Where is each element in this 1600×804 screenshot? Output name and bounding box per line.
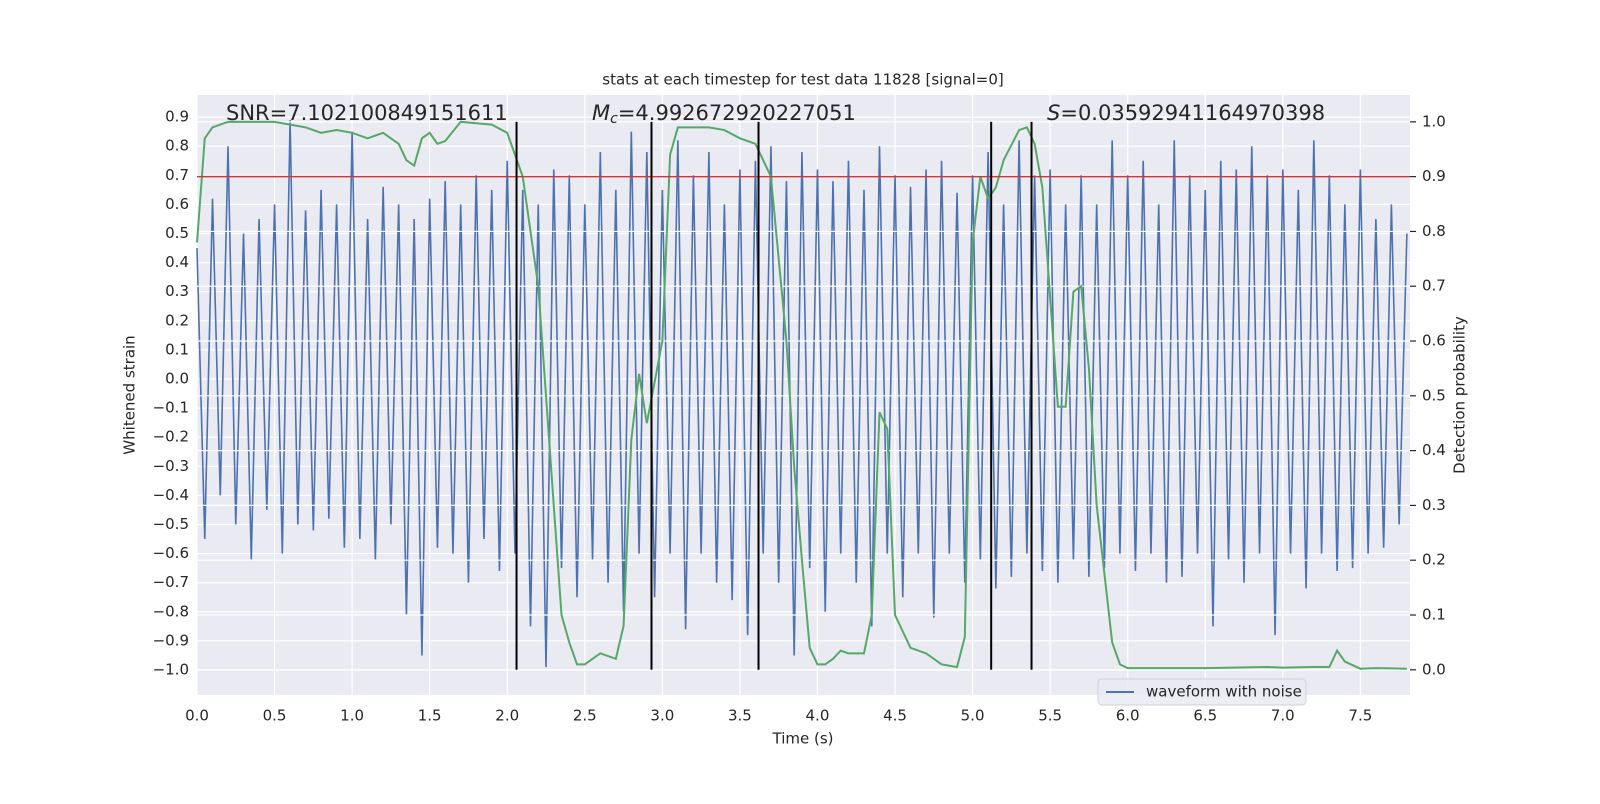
x-tick-label: 3.0 bbox=[650, 707, 674, 725]
y-tick-label: −0.1 bbox=[153, 399, 189, 417]
y-tick-label: −0.8 bbox=[153, 602, 189, 620]
annotation-subscript: c bbox=[610, 111, 618, 127]
y2-tick-label: 0.5 bbox=[1422, 386, 1446, 404]
y-tick-label: 0.6 bbox=[165, 195, 189, 213]
y2-axis-label: Detection probability bbox=[1451, 316, 1469, 474]
y2-tick-label: 1.0 bbox=[1422, 112, 1446, 130]
series-line bbox=[196, 120, 1407, 670]
y-tick-label: −1.0 bbox=[153, 660, 189, 678]
y-tick-label: −0.5 bbox=[153, 515, 189, 533]
y2-tick-label: 0.6 bbox=[1422, 332, 1446, 350]
overlay: SNR=7.102100849151611 Mc=4.99267292022705… bbox=[196, 101, 1410, 670]
y2-tick-label: 0.7 bbox=[1422, 277, 1446, 295]
y-tick-label: −0.2 bbox=[153, 428, 189, 446]
y-tick-label: 0.4 bbox=[165, 253, 189, 271]
y-tick-label: 0.7 bbox=[165, 166, 189, 184]
x-tick-label: 2.0 bbox=[495, 707, 519, 725]
x-tick-label: 5.5 bbox=[1038, 707, 1062, 725]
x-tick-label: 1.0 bbox=[340, 707, 364, 725]
legend: waveform with noise bbox=[1097, 678, 1307, 706]
x-tick-label: 6.5 bbox=[1193, 707, 1217, 725]
annotation-symbol: S bbox=[1047, 101, 1060, 125]
y-tick-label: 0.2 bbox=[165, 311, 189, 329]
annotation: Mc=4.992672920227051 bbox=[592, 101, 856, 127]
x-axis-label: Time (s) bbox=[772, 730, 834, 748]
x-tick-label: 5.0 bbox=[961, 707, 985, 725]
x-tick-label: 6.0 bbox=[1116, 707, 1140, 725]
y2-tick-label: 0.9 bbox=[1422, 167, 1446, 185]
y-axis-label: Whitened strain bbox=[121, 335, 139, 454]
y-tick-label: −0.9 bbox=[153, 631, 189, 649]
y-tick-label: −0.6 bbox=[153, 544, 189, 562]
y-tick-label: 0.5 bbox=[165, 224, 189, 242]
annotation-text: =4.992672920227051 bbox=[618, 101, 856, 125]
y2-tick-label: 0.4 bbox=[1422, 441, 1446, 459]
y2-tick-label: 0.2 bbox=[1422, 551, 1446, 569]
legend-box bbox=[1097, 678, 1307, 706]
x-tick-label: 1.5 bbox=[418, 707, 442, 725]
y2-tick-label: 0.1 bbox=[1422, 606, 1446, 624]
legend-label: waveform with noise bbox=[1146, 683, 1302, 701]
y-tick-label: −0.3 bbox=[153, 457, 189, 475]
ticks: 0.0 0.5 1.0 1.5 2.0 2.5 3.0 3.5 4.0 4.5 5.0 5.5 6.0 6… bbox=[153, 108, 1446, 725]
y-tick-label: −0.4 bbox=[153, 486, 189, 504]
annotation: S=0.03592941164970398 bbox=[1047, 101, 1325, 125]
x-tick-label: 0.0 bbox=[185, 707, 209, 725]
x-tick-label: 7.0 bbox=[1271, 707, 1295, 725]
annotation-text: SNR=7.102100849151611 bbox=[226, 101, 508, 125]
x-tick-label: 4.5 bbox=[883, 707, 907, 725]
x-tick-label: 7.5 bbox=[1348, 707, 1372, 725]
y-tick-label: 0.3 bbox=[165, 282, 189, 300]
y-tick-label: 0.8 bbox=[165, 137, 189, 155]
x-tick-label: 4.0 bbox=[806, 707, 830, 725]
x-tick-label: 0.5 bbox=[263, 707, 287, 725]
y2-tick-label: 0.0 bbox=[1422, 660, 1446, 678]
y-tick-label: 0.1 bbox=[165, 340, 189, 358]
marks bbox=[196, 120, 1408, 668]
x-tick-label: 2.5 bbox=[573, 707, 597, 725]
y-tick-label: −0.7 bbox=[153, 573, 189, 591]
annotation-text: =0.03592941164970398 bbox=[1060, 101, 1325, 125]
y-tick-label: 0.9 bbox=[165, 108, 189, 126]
y2-tick-label: 0.8 bbox=[1422, 222, 1446, 240]
annotation: SNR=7.102100849151611 bbox=[226, 101, 508, 125]
series-line bbox=[196, 120, 1408, 668]
y2-tick-label: 0.3 bbox=[1422, 496, 1446, 514]
y-tick-label: 0.0 bbox=[165, 369, 189, 387]
chart-title: stats at each timestep for test data 118… bbox=[602, 71, 1003, 89]
annotation-symbol: M bbox=[592, 101, 610, 125]
x-tick-label: 3.5 bbox=[728, 707, 752, 725]
